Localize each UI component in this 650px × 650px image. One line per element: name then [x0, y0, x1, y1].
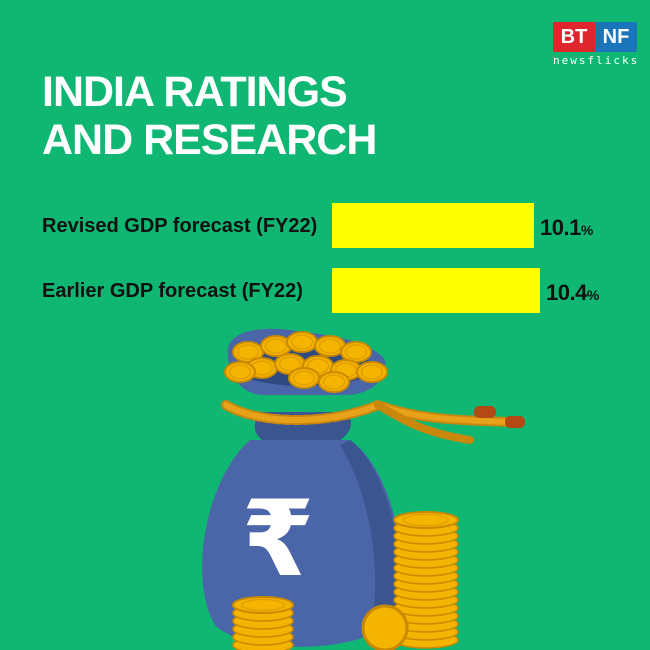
bar-label-1: Revised GDP forecast (FY22) — [42, 215, 318, 237]
coin-pile — [224, 331, 388, 393]
bar-value-1: 10.1% — [540, 215, 593, 240]
title-line-2: AND RESEARCH — [42, 116, 377, 164]
logo-nf: NF — [595, 22, 637, 52]
logo-subtitle: newsflicks — [553, 54, 640, 67]
page-title: INDIA RATINGS AND RESEARCH — [42, 68, 377, 164]
title-line-1: INDIA RATINGS — [42, 68, 348, 116]
bar-label-2: Earlier GDP forecast (FY22) — [42, 280, 303, 302]
bar-2 — [332, 268, 540, 313]
rupee-symbol: ₹ — [241, 478, 314, 600]
brand-logo: BT NF newsflicks — [553, 22, 637, 67]
bar-value-2: 10.4% — [546, 280, 599, 305]
logo-bt: BT — [553, 22, 595, 52]
coin-stacks — [232, 511, 459, 650]
bar-1 — [332, 203, 534, 248]
